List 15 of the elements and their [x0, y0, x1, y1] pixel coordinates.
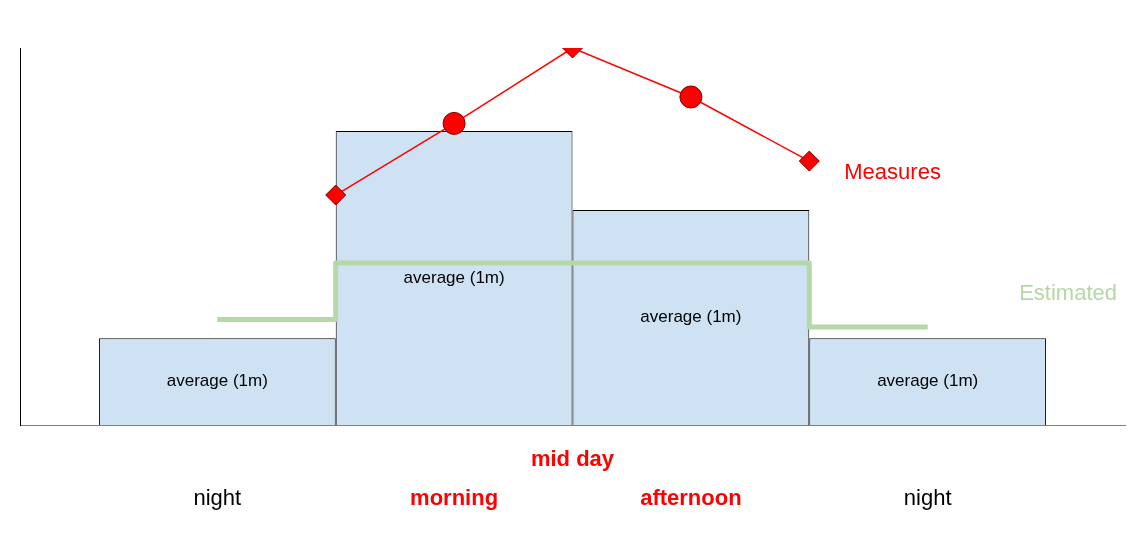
- point: [798, 150, 820, 172]
- point: [679, 85, 703, 109]
- point: [325, 184, 347, 206]
- x-tick-label: mid day: [530, 446, 615, 472]
- series-label: Measures: [844, 159, 941, 185]
- annotation: average (1m): [403, 267, 505, 287]
- x-tick-label: morning: [410, 484, 499, 510]
- annotation: average (1m): [640, 307, 742, 327]
- x-tick-label: night: [903, 484, 952, 510]
- text: Estimated: [1019, 280, 1117, 306]
- x-tick-label: afternoon: [640, 484, 742, 510]
- point: [442, 111, 466, 135]
- annotation: average (1m): [877, 371, 979, 391]
- annotation: average (1m): [166, 371, 268, 391]
- x-tick-label: night: [193, 484, 242, 510]
